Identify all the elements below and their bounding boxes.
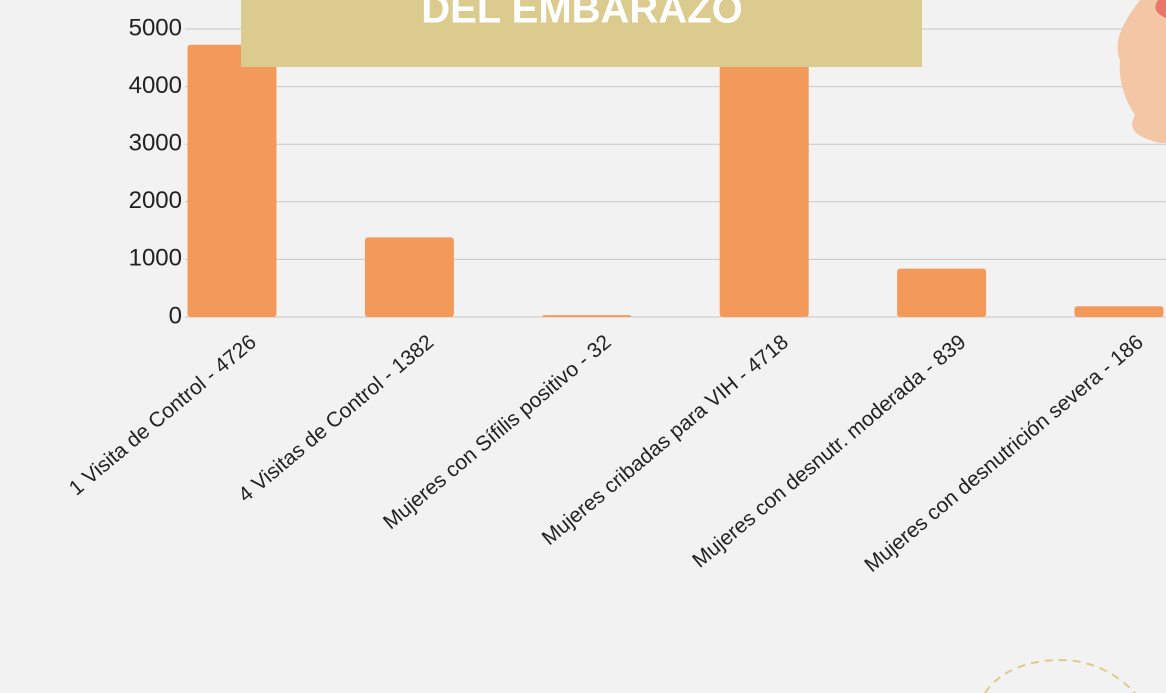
bar — [897, 269, 986, 317]
y-tick-label: 1000 — [129, 245, 182, 272]
bar — [720, 45, 809, 317]
y-tick-label: 5000 — [129, 14, 182, 41]
y-tick-label: 0 — [169, 302, 182, 329]
bar — [188, 45, 277, 317]
bar — [1075, 306, 1164, 317]
bar — [365, 237, 454, 317]
y-tick-label: 4000 — [129, 72, 182, 99]
y-tick-label: 2000 — [129, 187, 182, 214]
y-tick-label: 3000 — [129, 130, 182, 157]
chart: 0100020003000400050001 Visita de Control… — [0, 0, 1166, 693]
bar — [542, 315, 631, 317]
chart-title: DEL EMBARAZO — [421, 0, 742, 32]
